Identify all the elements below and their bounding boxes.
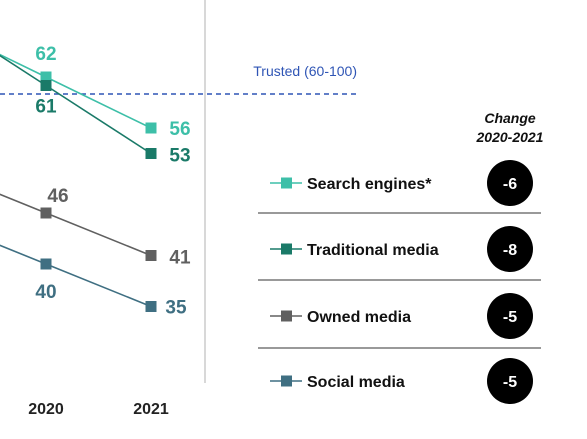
data-label-social-media-2021: 35	[165, 298, 187, 319]
legend-marker-owned-media	[281, 310, 292, 322]
legend-label-search-engines: Search engines*	[307, 176, 432, 193]
change-badge-owned-media	[487, 293, 533, 339]
x-tick-label-2021: 2021	[133, 401, 169, 418]
series-line-social-media	[0, 244, 152, 308]
legend-marker-social-media	[281, 375, 292, 387]
point-search-engines-2020	[40, 71, 52, 83]
data-label-traditional-media-2021: 53	[169, 146, 190, 167]
legend-label-social-media: Social media	[307, 374, 405, 391]
point-social-media-2021	[145, 301, 157, 312]
point-social-media-2020	[40, 258, 52, 270]
point-search-engines-2021	[145, 122, 157, 134]
data-label-owned-media-2021: 41	[169, 248, 191, 269]
legend-label-owned-media: Owned media	[307, 309, 411, 326]
change-value-search-engines: -6	[503, 176, 517, 193]
change-header-line1: Change	[484, 110, 536, 126]
legend-marker-search-engines	[281, 177, 292, 189]
x-tick-label-2020: 2020	[28, 401, 64, 418]
change-badge-traditional-media	[487, 226, 533, 272]
series-line-search-engines	[0, 53, 152, 129]
change-header-line2: 2020-2021	[476, 129, 544, 145]
data-label-search-engines-2021: 56	[169, 119, 190, 140]
change-badge-search-engines	[487, 160, 533, 206]
data-label-owned-media-2020: 46	[47, 186, 68, 207]
change-value-traditional-media: -8	[503, 242, 517, 259]
data-label-search-engines-2020: 62	[35, 44, 56, 65]
reference-line-label: Trusted (60-100)	[253, 63, 357, 79]
point-traditional-media-2020	[40, 80, 52, 91]
legend-marker-traditional-media	[281, 243, 292, 255]
series-line-owned-media	[0, 193, 152, 257]
data-label-traditional-media-2020: 61	[35, 97, 57, 118]
legend-label-traditional-media: Traditional media	[307, 242, 439, 259]
data-label-social-media-2020: 40	[35, 282, 56, 303]
change-value-owned-media: -5	[503, 309, 517, 326]
point-traditional-media-2021	[145, 148, 157, 159]
point-owned-media-2021	[145, 250, 157, 261]
point-owned-media-2020	[40, 207, 52, 219]
change-badge-social-media	[487, 358, 533, 404]
change-value-social-media: -5	[503, 374, 517, 391]
